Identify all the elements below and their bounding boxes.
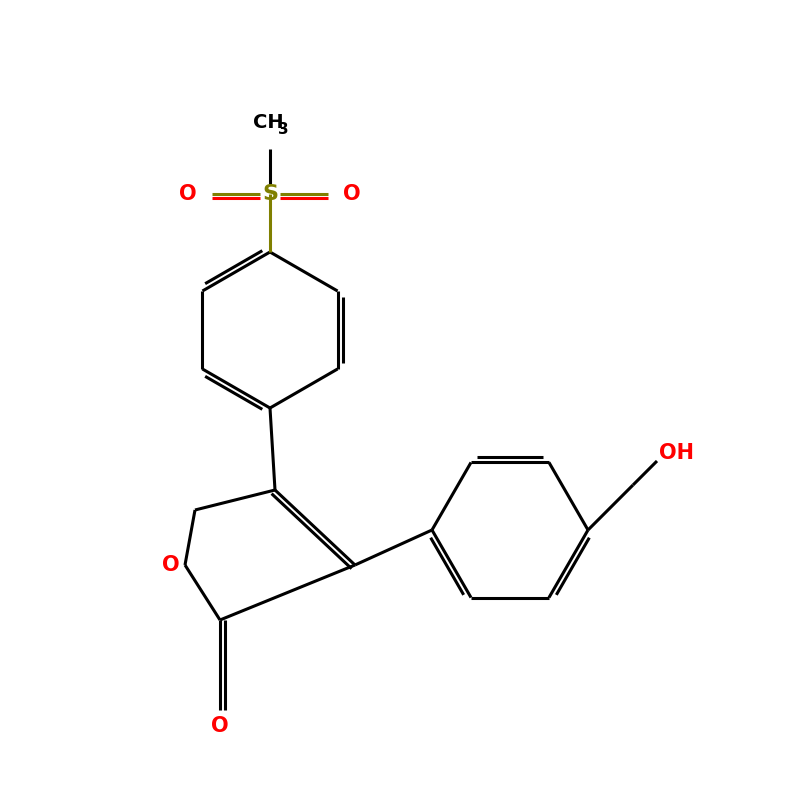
- Text: S: S: [262, 184, 278, 204]
- Text: O: O: [211, 716, 229, 736]
- Text: 3: 3: [278, 122, 288, 137]
- Text: O: O: [179, 184, 197, 204]
- Text: CH: CH: [253, 114, 283, 133]
- Text: OH: OH: [659, 443, 694, 463]
- Text: O: O: [343, 184, 361, 204]
- Text: O: O: [162, 555, 180, 575]
